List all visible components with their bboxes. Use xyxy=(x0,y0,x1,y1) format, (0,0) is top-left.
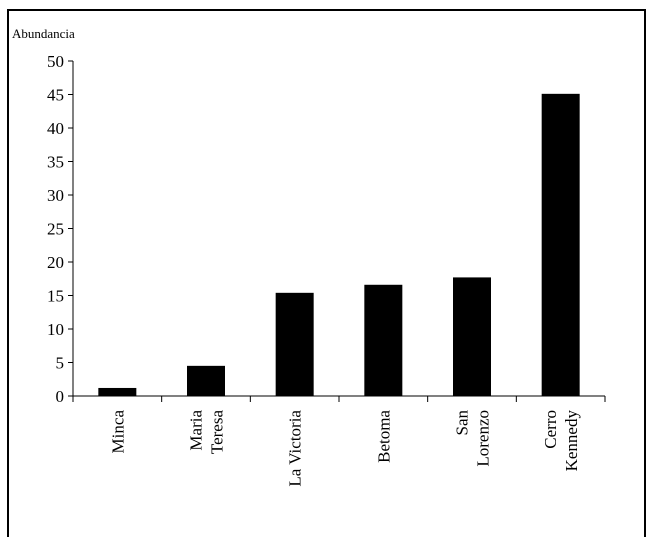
x-tick-label: Maria xyxy=(187,410,206,451)
bar xyxy=(275,292,314,396)
bar xyxy=(364,284,403,396)
y-tick-label: 30 xyxy=(47,186,64,205)
x-tick-label: Minca xyxy=(108,410,127,454)
y-tick-label: 40 xyxy=(47,119,64,138)
x-tick-label: Kennedy xyxy=(562,410,581,472)
x-tick-label: Lorenzo xyxy=(474,410,493,467)
y-ticks: 0 5 10 15 20 25 30 35 40 45 50 xyxy=(47,52,73,406)
x-tick-labels: Minca Maria Teresa La Victoria Betoma San Lore… xyxy=(108,410,581,487)
x-tick-label: La Victoria xyxy=(286,410,305,487)
y-tick-label: 20 xyxy=(47,253,64,272)
y-tick-label: 10 xyxy=(47,320,64,339)
x-tick-label: Betoma xyxy=(374,410,393,463)
y-tick-label: 35 xyxy=(47,153,64,172)
bars xyxy=(98,93,580,396)
bar xyxy=(541,93,580,396)
bar xyxy=(453,277,491,396)
y-axis-label: Abundancia xyxy=(12,26,75,41)
x-tick-label: San xyxy=(453,410,472,436)
y-tick-label: 50 xyxy=(47,52,64,71)
y-tick-label: 15 xyxy=(47,287,64,306)
bar xyxy=(187,365,225,396)
y-tick-label: 25 xyxy=(47,220,64,239)
y-tick-label: 45 xyxy=(47,86,64,105)
bar xyxy=(98,387,137,396)
chart-border xyxy=(7,9,646,537)
y-tick-label: 0 xyxy=(56,387,65,406)
y-tick-label: 5 xyxy=(56,354,65,373)
x-tick-label: Teresa xyxy=(208,410,227,455)
axes xyxy=(72,61,606,402)
x-tick-label: Cerro xyxy=(541,410,560,449)
